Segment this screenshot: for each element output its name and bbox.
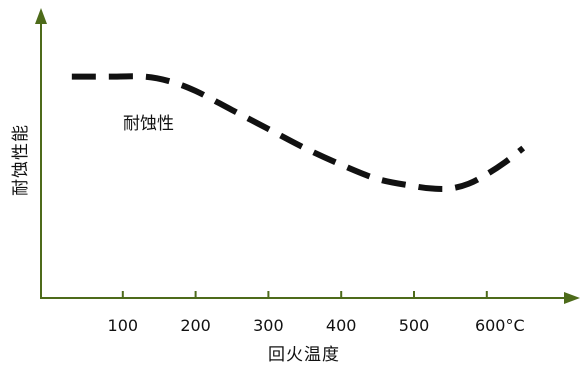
x-axis-arrow	[564, 292, 580, 304]
x-tick-labels: 100 200 300 400 500 600°C	[108, 316, 525, 335]
x-tick-label: 600°C	[475, 316, 525, 335]
x-tick-label: 300	[253, 316, 284, 335]
series-line	[71, 73, 526, 192]
y-axis-arrow	[35, 8, 47, 24]
x-tick-label: 400	[326, 316, 357, 335]
x-ticks	[121, 291, 488, 298]
x-axis-title: 回火温度	[268, 345, 340, 365]
axes	[35, 8, 580, 304]
x-tick-label: 200	[180, 316, 211, 335]
y-axis-title: 耐蚀性能	[11, 124, 31, 196]
annotation-label: 耐蚀性	[123, 114, 174, 134]
x-tick-label: 500	[399, 316, 430, 335]
x-tick-label: 100	[108, 316, 139, 335]
